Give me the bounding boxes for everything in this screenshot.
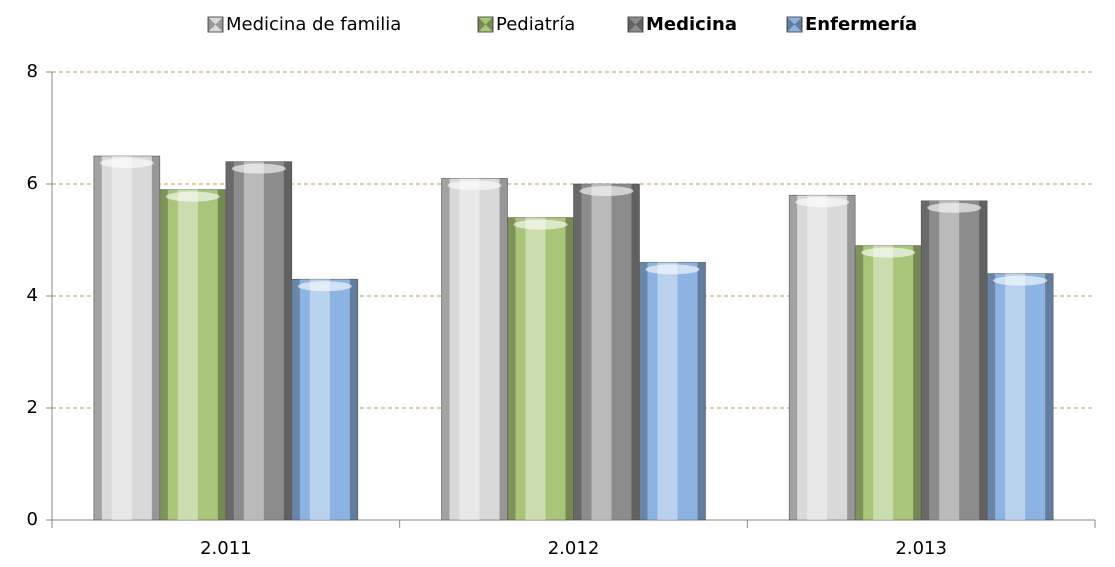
bar-cap [513,219,568,230]
bar-cap [231,163,286,174]
bar-cap [99,158,154,168]
bar-shade [565,217,574,520]
bar-shade [855,245,864,520]
bar-shade [349,279,358,520]
bar-shade [151,156,160,520]
bar-shade [283,161,292,520]
bar-shade [291,279,300,520]
bar-shade [1045,273,1054,520]
x-tick-label: 2.013 [895,538,947,559]
bar-shade [631,184,640,520]
legend-swatch-shade [478,17,493,32]
bar [854,245,922,521]
bar-cap [861,247,916,258]
bar-shade [507,217,516,520]
bar-shade [789,195,798,520]
bar [441,178,508,521]
legend-swatch [786,16,803,33]
bar-shade [913,245,922,520]
legend-swatch-shade [628,17,643,32]
bar-highlight [243,161,264,520]
legend-swatch [477,16,494,33]
bar [920,200,988,521]
x-tick-label: 2.011 [200,538,252,559]
bar-highlight [657,262,678,520]
bar-highlight [939,200,960,521]
bar-shade [987,273,996,520]
legend-label: Pediatría [496,14,575,35]
legend-swatch [207,16,224,33]
y-tick-label: 0 [27,509,38,530]
bar-cap [447,180,502,191]
y-tick-label: 6 [27,173,38,194]
bar-shade [639,262,648,520]
bar [639,262,706,521]
legend-swatch [627,16,644,33]
bar-cap [927,202,982,213]
bar-shade [93,156,102,520]
bar [788,194,856,521]
legend-label: Enfermería [805,14,917,35]
bar-highlight [873,245,894,520]
bar-shade [573,184,582,520]
bar-cap [579,186,634,196]
bar-highlight [111,156,132,520]
bar-cap [645,264,700,275]
bar-shade [499,178,508,520]
legend-swatch-shade [787,17,802,32]
bar-cap [993,275,1048,286]
y-tick-label: 8 [27,61,38,82]
bar-highlight [309,279,330,520]
bar-highlight [525,217,546,520]
bar-cap [297,281,352,292]
bar-shade [441,178,450,520]
legend-label: Medicina [646,14,737,35]
bar-shade [159,189,168,520]
x-tick-label: 2.012 [548,538,600,559]
bar [573,183,640,521]
bar [225,161,293,521]
bar-cap [165,191,220,202]
y-tick-label: 4 [27,285,38,306]
bar-shade [225,161,234,520]
bar-highlight [1005,273,1026,520]
bar-shade [979,200,988,521]
bar [93,155,161,521]
bar-highlight [807,195,828,520]
bar-shade [217,189,226,520]
bar-cap [795,197,850,208]
bar [986,273,1054,521]
legend-label: Medicina de familia [226,14,401,35]
bar-highlight [591,184,612,520]
bar-highlight [177,189,198,520]
bar-shade [921,200,930,521]
bar-highlight [459,178,480,520]
bar [159,189,227,521]
bar [291,278,359,521]
legend-swatch-shade [208,17,223,32]
bar-shade [847,195,856,520]
y-tick-label: 2 [27,397,38,418]
bar-shade [697,262,706,520]
